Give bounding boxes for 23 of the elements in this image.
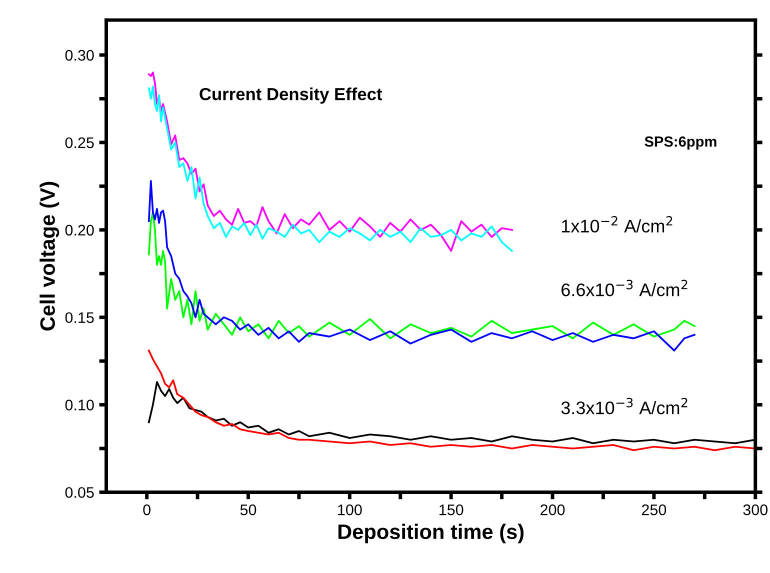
y-tick-label: 0.25 xyxy=(65,137,94,148)
annotation: 6.6x10$^{−3}$ A/cm$^{2}$ xyxy=(562,280,688,296)
x-tick-label: 250 xyxy=(642,504,666,516)
x-tick-label: 300 xyxy=(743,504,768,516)
x-tick-label: 50 xyxy=(240,504,256,516)
annotation: SPS:6ppm xyxy=(644,136,716,150)
y-tick-label: 0.15 xyxy=(65,312,94,324)
y-axis-title: Cell voltage (V) xyxy=(40,182,60,331)
x-tick-label: 100 xyxy=(338,504,362,516)
x-tick-label: 200 xyxy=(540,504,565,516)
text: Current Density Effect xyxy=(200,88,382,104)
line-series xyxy=(148,180,696,352)
y-tick-label: 0.05 xyxy=(65,487,94,498)
line-series xyxy=(148,350,756,452)
y-tick-label: 0.10 xyxy=(65,400,94,410)
y-tick-label: 0.20 xyxy=(65,224,94,236)
x-tick-label: 150 xyxy=(440,504,464,516)
x-tick-label: 0 xyxy=(143,504,150,516)
line-series xyxy=(148,212,696,340)
annotation: 1x10$^{−2}$ A/cm$^{2}$ xyxy=(562,216,672,233)
annotation: 3.3x10$^{−3}$ A/cm$^{2}$ xyxy=(561,398,688,414)
y-tick-label: 0.30 xyxy=(65,50,94,61)
x-axis-title: Deposition time (s) xyxy=(338,524,524,544)
